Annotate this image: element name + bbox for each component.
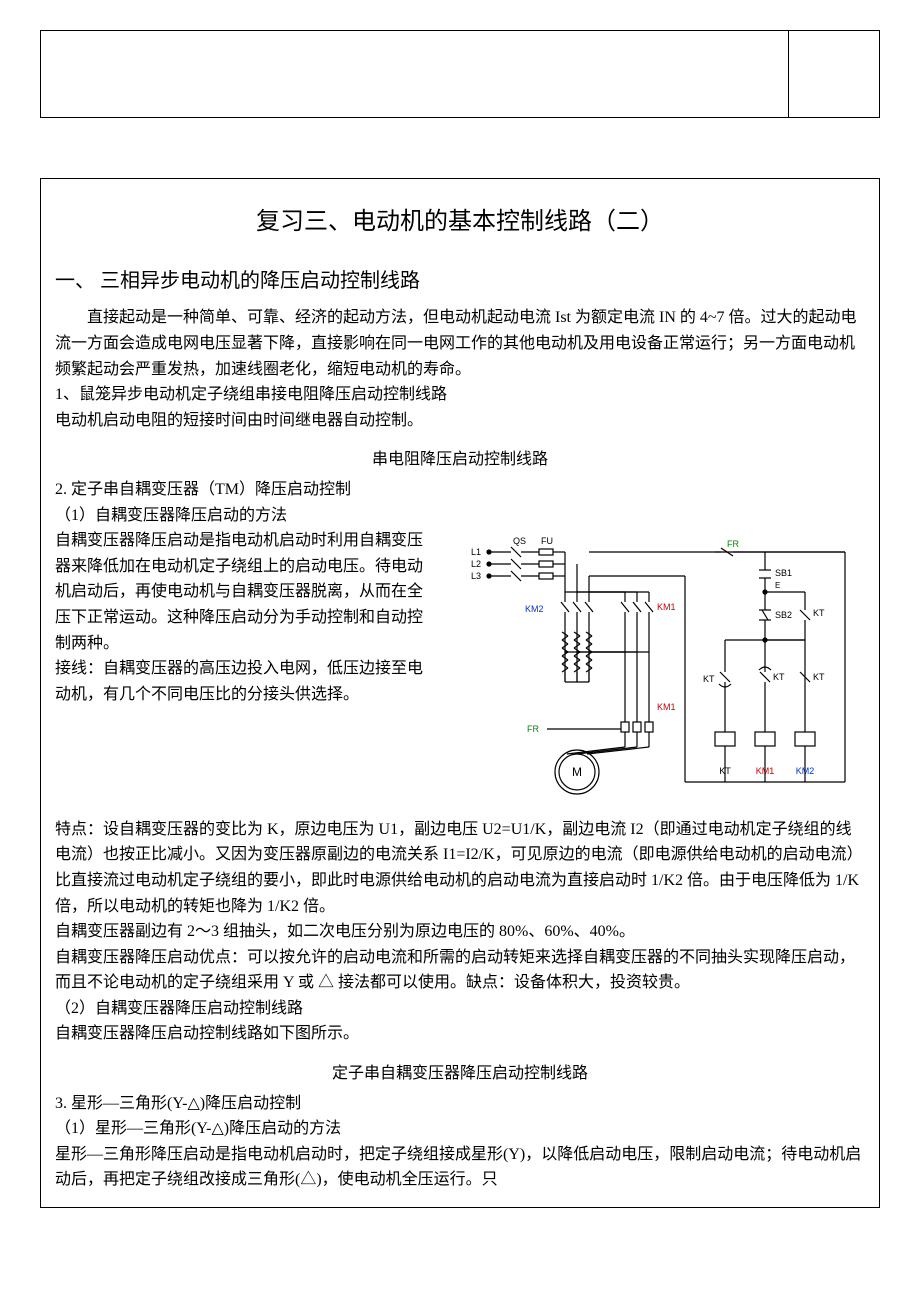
header-cell-main [41, 31, 789, 117]
figure-1-caption: 串电阻降压启动控制线路 [55, 447, 865, 473]
svg-text:FR: FR [527, 724, 539, 734]
item-3-body: 星形—三角形降压启动是指电动机启动时，把定子绕组接成星形(Y)，以降低启动电压，… [55, 1142, 865, 1193]
svg-text:L3: L3 [471, 571, 481, 581]
svg-text:KT: KT [813, 608, 825, 618]
header-table [40, 30, 880, 118]
item-1-line-b: 电动机启动电阻的短接时间由时间继电器自动控制。 [55, 408, 865, 434]
svg-text:SB1: SB1 [775, 568, 792, 578]
wrap-section: L1L2L3QSFUKM2KM1FRMFRSB1ESB2KTKTKTKTKTKM… [55, 528, 865, 817]
item-2-heading: 2. 定子串自耦变压器（TM）降压启动控制 [55, 477, 865, 503]
intro-paragraph: 直接起动是一种简单、可靠、经济的起动方法，但电动机起动电流 Ist 为额定电流 … [55, 305, 865, 382]
svg-text:KM2: KM2 [525, 604, 544, 614]
svg-text:KT: KT [773, 672, 785, 682]
svg-text:L2: L2 [471, 559, 481, 569]
item-2-body-3: 自耦变压器降压启动优点：可以按允许的启动电流和所需的启动转矩来选择自耦变压器的不… [55, 945, 865, 996]
svg-text:SB2: SB2 [775, 610, 792, 620]
item-2-body-1: 特点：设自耦变压器的变比为 K，原边电压为 U1，副边电压 U2=U1/K，副边… [55, 817, 865, 919]
svg-text:KT: KT [813, 672, 825, 682]
item-2-sub-2-body: 自耦变压器降压启动控制线路如下图所示。 [55, 1021, 865, 1047]
item-2-wrap-1: 自耦变压器降压启动是指电动机启动时利用自耦变压器来降低加在电动机定子绕组上的启动… [55, 528, 425, 656]
item-2-sub-2: （2）自耦变压器降压启动控制线路 [55, 996, 865, 1022]
page-title: 复习三、电动机的基本控制线路（二） [55, 203, 865, 241]
svg-text:QS: QS [513, 536, 526, 546]
item-2-wrap-2: 接线：自耦变压器的高压边投入电网，低压边接至电动机，有几个不同电压比的分接头供选… [55, 656, 425, 707]
item-1-line-a: 1、鼠笼异步电动机定子绕组串接电阻降压启动控制线路 [55, 382, 865, 408]
section-1-heading: 一、 三相异步电动机的降压启动控制线路 [55, 265, 865, 297]
svg-text:KT: KT [703, 674, 715, 684]
svg-text:M: M [572, 765, 582, 779]
item-3-heading: 3. 星形—三角形(Y-△)降压启动控制 [55, 1091, 865, 1117]
circuit-diagram: L1L2L3QSFUKM2KM1FRMFRSB1ESB2KTKTKTKTKTKM… [465, 532, 865, 811]
svg-text:KM1: KM1 [657, 702, 676, 712]
svg-text:L1: L1 [471, 547, 481, 557]
item-2-body-2: 自耦变压器副边有 2～3 组抽头，如二次电压分别为原边电压的 80%、60%、4… [55, 919, 865, 945]
figure-2-caption: 定子串自耦变压器降压启动控制线路 [55, 1061, 865, 1087]
item-2-sub-1: （1）自耦变压器降压启动的方法 [55, 503, 865, 529]
svg-text:KM1: KM1 [657, 602, 676, 612]
document-body: 复习三、电动机的基本控制线路（二） 一、 三相异步电动机的降压启动控制线路 直接… [40, 178, 880, 1208]
svg-text:FU: FU [541, 536, 553, 546]
svg-text:FR: FR [727, 539, 739, 549]
item-3-sub-1: （1）星形—三角形(Y-△)降压启动的方法 [55, 1116, 865, 1142]
svg-text:E: E [775, 581, 780, 590]
header-cell-side [789, 31, 879, 117]
